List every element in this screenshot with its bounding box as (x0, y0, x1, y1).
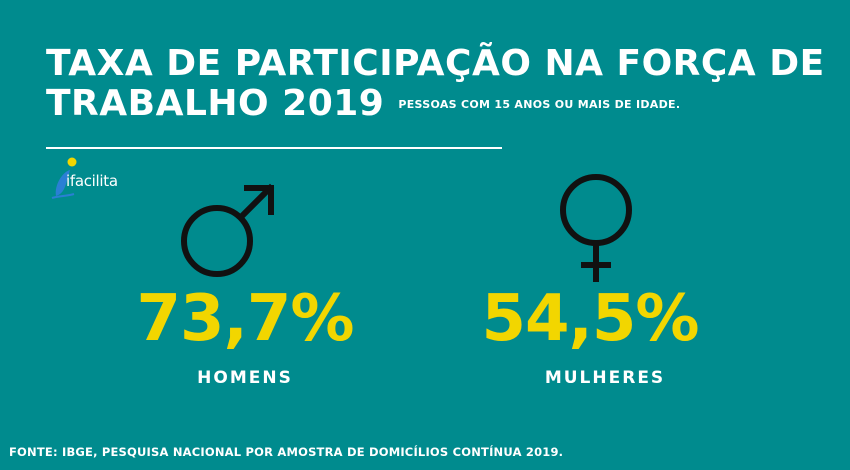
logo-mark-icon (51, 157, 77, 199)
value-women: 54,5% (481, 282, 699, 356)
source-note: FONTE: IBGE, PESQUISA NACIONAL POR AMOST… (9, 445, 564, 459)
label-men: HOMENS (197, 368, 293, 388)
logo-text: ifacilita (66, 172, 118, 190)
label-women: MULHERES (544, 368, 666, 388)
brand-logo: ifacilita (44, 156, 144, 202)
value-men: 73,7% (136, 282, 354, 356)
title-line-2-text: TRABALHO 2019 (46, 83, 385, 124)
page-title: TAXA DE PARTICIPAÇÃO NA FORÇA DE TRABALH… (46, 44, 825, 125)
title-line-2: TRABALHO 2019 PESSOAS COM 15 ANOS OU MAIS… (46, 84, 825, 125)
subtitle: PESSOAS COM 15 ANOS OU MAIS DE IDADE. (398, 98, 681, 111)
female-symbol-icon (560, 174, 632, 282)
male-symbol-icon (181, 183, 275, 277)
title-line-1: TAXA DE PARTICIPAÇÃO NA FORÇA DE (46, 43, 825, 84)
divider (46, 147, 502, 149)
